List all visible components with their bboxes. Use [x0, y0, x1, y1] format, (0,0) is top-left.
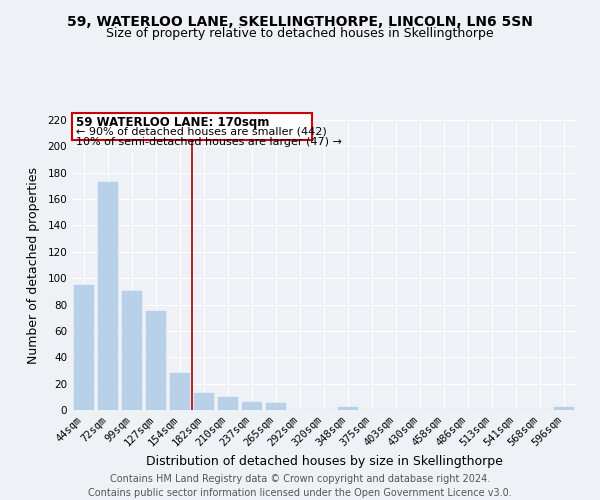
Bar — [554, 408, 574, 410]
Bar — [122, 292, 142, 410]
X-axis label: Distribution of detached houses by size in Skellingthorpe: Distribution of detached houses by size … — [146, 456, 502, 468]
Text: 10% of semi-detached houses are larger (47) →: 10% of semi-detached houses are larger (… — [76, 137, 341, 147]
Text: 59, WATERLOO LANE, SKELLINGTHORPE, LINCOLN, LN6 5SN: 59, WATERLOO LANE, SKELLINGTHORPE, LINCO… — [67, 15, 533, 29]
Text: Size of property relative to detached houses in Skellingthorpe: Size of property relative to detached ho… — [106, 28, 494, 40]
Bar — [98, 182, 118, 410]
Text: ← 90% of detached houses are smaller (442): ← 90% of detached houses are smaller (44… — [76, 126, 326, 136]
Bar — [194, 393, 214, 410]
Bar — [218, 397, 238, 410]
Y-axis label: Number of detached properties: Number of detached properties — [28, 166, 40, 364]
FancyBboxPatch shape — [72, 114, 312, 140]
Bar — [242, 402, 262, 410]
Text: 59 WATERLOO LANE: 170sqm: 59 WATERLOO LANE: 170sqm — [76, 116, 269, 129]
Bar — [74, 285, 94, 410]
Text: Contains HM Land Registry data © Crown copyright and database right 2024.
Contai: Contains HM Land Registry data © Crown c… — [88, 474, 512, 498]
Bar — [266, 404, 286, 410]
Bar — [170, 373, 190, 410]
Bar — [146, 311, 166, 410]
Bar — [338, 408, 358, 410]
